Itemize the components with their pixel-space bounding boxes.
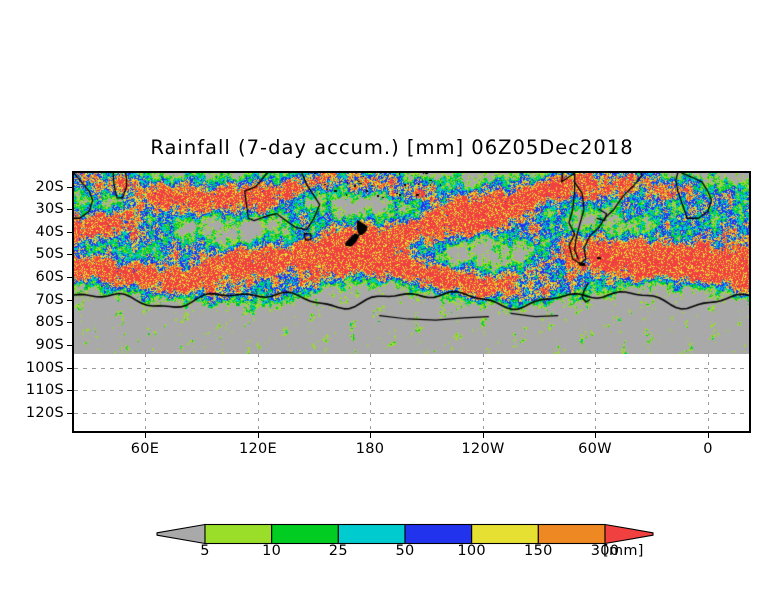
x-tick <box>595 431 596 438</box>
x-axis-tick-label: 120W <box>461 441 505 457</box>
y-tick <box>67 209 74 210</box>
y-axis-tick-label: 120S <box>25 405 64 421</box>
colorbar-segment <box>404 523 473 545</box>
y-tick <box>67 277 74 278</box>
x-tick <box>370 431 371 438</box>
y-tick <box>67 254 74 255</box>
y-tick <box>67 187 74 188</box>
y-axis-tick-label: 100S <box>25 360 64 376</box>
rainfall-map-region <box>74 173 749 354</box>
colorbar-tick-label: 5 <box>200 543 210 559</box>
colorbar-tick-label: 150 <box>524 543 553 559</box>
y-axis-tick-label: 90S <box>35 337 64 353</box>
y-axis-tick-label: 60S <box>35 269 64 285</box>
chart-title: Rainfall (7-day accum.) [mm] 06Z05Dec201… <box>150 136 634 159</box>
y-axis-tick-label: 40S <box>35 224 64 240</box>
y-tick <box>67 345 74 346</box>
colorbar-tick-label: 100 <box>457 543 486 559</box>
colorbar-segment <box>537 523 606 545</box>
x-tick <box>708 431 709 438</box>
colorbar-segment <box>604 523 654 545</box>
gridline-vertical <box>708 354 709 431</box>
gridline-horizontal <box>74 368 749 369</box>
y-tick <box>67 390 74 391</box>
colorbar-tick-label: 10 <box>262 543 282 559</box>
y-axis-tick-label: 70S <box>35 292 64 308</box>
colorbar-segment <box>471 523 539 545</box>
x-axis-tick-label: 180 <box>355 441 385 457</box>
x-tick <box>258 431 259 438</box>
y-axis-tick-label: 30S <box>35 201 64 217</box>
below-data-region <box>74 354 749 431</box>
gridline-vertical <box>595 354 596 431</box>
y-tick <box>67 300 74 301</box>
colorbar-segment <box>271 523 339 545</box>
colorbar-swatches <box>156 523 654 545</box>
colorbar-tick-label: 25 <box>328 543 348 559</box>
y-tick <box>67 322 74 323</box>
x-tick <box>145 431 146 438</box>
x-tick <box>483 431 484 438</box>
gridline-horizontal <box>74 413 749 414</box>
y-axis-tick-label: 20S <box>35 179 64 195</box>
x-axis-tick-label: 0 <box>703 441 713 457</box>
colorbar-segment <box>337 523 406 545</box>
colorbar-segment <box>156 523 206 545</box>
gridline-vertical <box>145 354 146 431</box>
gridline-vertical <box>370 354 371 431</box>
gridline-vertical <box>483 354 484 431</box>
coastline-overlay <box>74 173 749 354</box>
y-tick <box>67 232 74 233</box>
gridline-horizontal <box>74 390 749 391</box>
colorbar-unit-label: [mm] <box>603 543 644 559</box>
y-axis-tick-label: 50S <box>35 246 64 262</box>
x-axis-tick-label: 120E <box>238 441 278 457</box>
y-tick <box>67 413 74 414</box>
y-axis-tick-label: 110S <box>25 382 64 398</box>
colorbar[interactable] <box>155 521 655 547</box>
x-axis-tick-label: 60E <box>130 441 160 457</box>
y-axis-tick-label: 80S <box>35 314 64 330</box>
colorbar-tick-label: 50 <box>395 543 415 559</box>
gridline-vertical <box>258 354 259 431</box>
y-tick <box>67 368 74 369</box>
colorbar-tick-label: 300 <box>590 543 620 559</box>
x-axis-tick-label: 60W <box>578 441 612 457</box>
colorbar-segment <box>204 523 273 545</box>
map-plot-area[interactable] <box>72 171 751 433</box>
